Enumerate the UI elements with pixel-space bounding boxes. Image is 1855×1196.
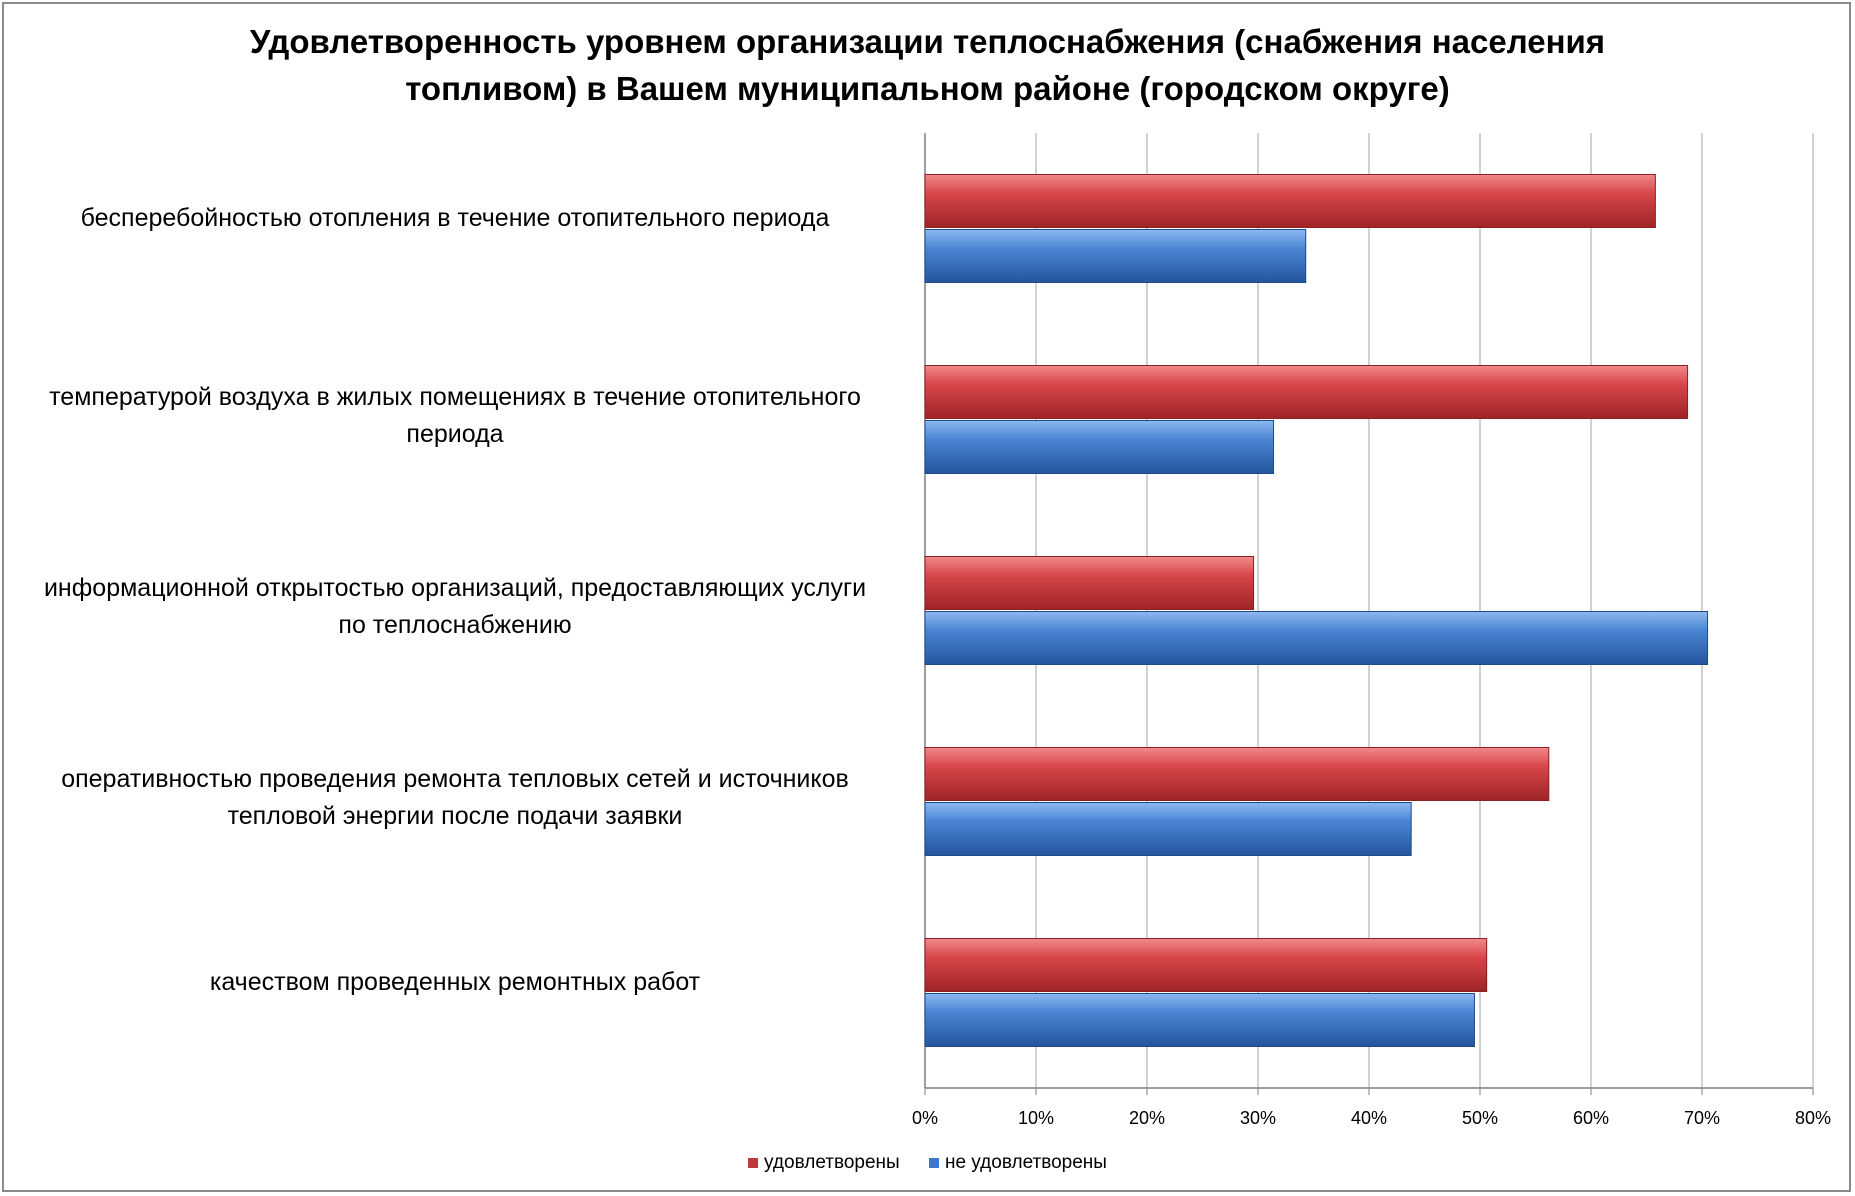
legend-swatch-not-satisfied — [928, 1157, 939, 1168]
category-label: бесперебойностью отопления в течение ото… — [15, 200, 895, 237]
category-label-line: информационной открытостью организаций, … — [43, 573, 867, 602]
category-label-line: температурой воздуха в жилых помещениях … — [49, 382, 861, 411]
chart-title-line-1: Удовлетворенность уровнем организации те… — [249, 23, 1606, 60]
legend: удовлетворены не удовлетворены — [0, 1152, 1855, 1174]
chart-title: Удовлетворенность уровнем организации те… — [0, 18, 1855, 112]
legend-label-not-satisfied: не удовлетворены — [944, 1152, 1107, 1173]
category-label-line: периода — [406, 419, 504, 448]
x-tick-label: 10% — [1018, 1108, 1054, 1128]
legend-label-satisfied: удовлетворены — [764, 1152, 900, 1173]
bar-satisfied — [924, 174, 1656, 228]
x-tick-label: 0% — [912, 1108, 938, 1128]
bar-satisfied — [924, 556, 1255, 610]
legend-item-not-satisfied: не удовлетворены — [928, 1152, 1107, 1174]
bar-satisfied — [924, 747, 1550, 801]
bar-satisfied — [924, 365, 1689, 419]
x-tick-label: 40% — [1351, 1108, 1387, 1128]
category-label: температурой воздуха в жилых помещениях … — [15, 379, 895, 453]
bar-not-satisfied — [924, 229, 1307, 283]
x-tick-label: 30% — [1240, 1108, 1276, 1128]
category-label: информационной открытостью организаций, … — [15, 570, 895, 644]
legend-item-satisfied: удовлетворены — [748, 1152, 900, 1174]
x-tick-label: 80% — [1795, 1108, 1831, 1128]
bar-satisfied — [924, 938, 1488, 992]
category-label-line: оперативностью проведения ремонта теплов… — [61, 764, 849, 793]
bar-not-satisfied — [924, 611, 1709, 665]
category-label-line: качеством проведенных ремонтных работ — [209, 968, 701, 996]
chart-title-line-2: топливом) в Вашем муниципальном районе (… — [405, 70, 1450, 107]
category-label-line: тепловой энергии после подачи заявки — [227, 801, 683, 830]
category-label: качеством проведенных ремонтных работ — [15, 964, 895, 1001]
bar-not-satisfied — [924, 802, 1412, 856]
category-label-line: бесперебойностью отопления в течение ото… — [80, 204, 830, 232]
x-tick-label: 20% — [1129, 1108, 1165, 1128]
bar-not-satisfied — [924, 420, 1275, 474]
x-tick-label: 60% — [1573, 1108, 1609, 1128]
category-label-line: по теплоснабжению — [338, 610, 572, 639]
bar-not-satisfied — [924, 993, 1475, 1047]
legend-swatch-satisfied — [748, 1157, 759, 1168]
x-tick-label: 70% — [1684, 1108, 1720, 1128]
category-label: оперативностью проведения ремонта теплов… — [15, 761, 895, 835]
x-tick-label: 50% — [1462, 1108, 1498, 1128]
